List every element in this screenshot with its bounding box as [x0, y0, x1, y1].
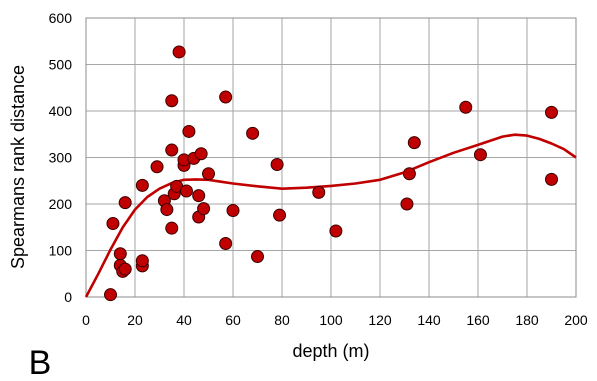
panel-label: B: [29, 344, 52, 381]
data-point: [312, 185, 326, 199]
data-point: [473, 148, 487, 162]
data-point: [273, 208, 287, 222]
data-point: [165, 221, 179, 235]
data-point: [545, 105, 558, 119]
data-point: [400, 197, 414, 211]
y-tick-label: 300: [49, 150, 73, 166]
data-point: [179, 184, 193, 198]
data-point: [219, 90, 233, 104]
data-point: [270, 157, 284, 171]
data-point: [150, 160, 164, 174]
data-point: [246, 126, 260, 140]
data-point: [197, 202, 211, 216]
data-point: [135, 178, 149, 192]
y-tick-label: 200: [49, 196, 73, 212]
x-tick-label: 80: [274, 312, 290, 328]
y-tick-label: 0: [64, 289, 72, 305]
x-tick-labels: 0 20 40 60 80 100 120 140 160 180 200: [82, 312, 588, 328]
y-tick-label: 100: [49, 243, 73, 259]
data-point: [118, 262, 132, 276]
data-point: [160, 203, 174, 217]
data-point: [172, 45, 186, 59]
data-point: [194, 147, 208, 161]
data-point: [165, 143, 179, 157]
data-point: [182, 124, 196, 138]
data-point: [402, 167, 416, 181]
data-point: [135, 254, 149, 268]
x-tick-label: 180: [515, 312, 539, 328]
data-point: [251, 250, 264, 264]
y-tick-labels: 0 100 200 300 400 500 600: [49, 10, 73, 305]
data-point: [104, 288, 117, 302]
x-tick-label: 100: [319, 312, 343, 328]
trend-line: [84, 133, 577, 298]
x-tick-label: 20: [127, 312, 143, 328]
data-point: [459, 100, 473, 114]
x-tick-label: 140: [417, 312, 441, 328]
data-points: [104, 45, 558, 302]
data-point: [106, 217, 120, 231]
data-point: [113, 247, 127, 261]
x-tick-label: 0: [82, 312, 90, 328]
data-point: [545, 172, 558, 186]
x-tick-label: 160: [466, 312, 490, 328]
y-tick-label: 400: [49, 103, 73, 119]
data-point: [192, 189, 206, 203]
x-axis-title: depth (m): [292, 341, 369, 361]
data-point: [202, 167, 215, 181]
data-point: [329, 224, 343, 238]
data-point: [165, 94, 179, 108]
x-tick-label: 60: [225, 312, 241, 328]
y-tick-label: 500: [49, 57, 73, 73]
data-point: [407, 136, 421, 150]
data-point: [226, 204, 240, 218]
data-point: [219, 237, 233, 251]
x-tick-label: 120: [368, 312, 392, 328]
data-point: [118, 196, 132, 210]
y-axis-title: Spearmans rank distance: [8, 65, 28, 269]
x-tick-label: 200: [564, 312, 588, 328]
x-tick-label: 40: [176, 312, 192, 328]
gridlines: [85, 17, 577, 298]
y-tick-label: 600: [49, 10, 73, 26]
